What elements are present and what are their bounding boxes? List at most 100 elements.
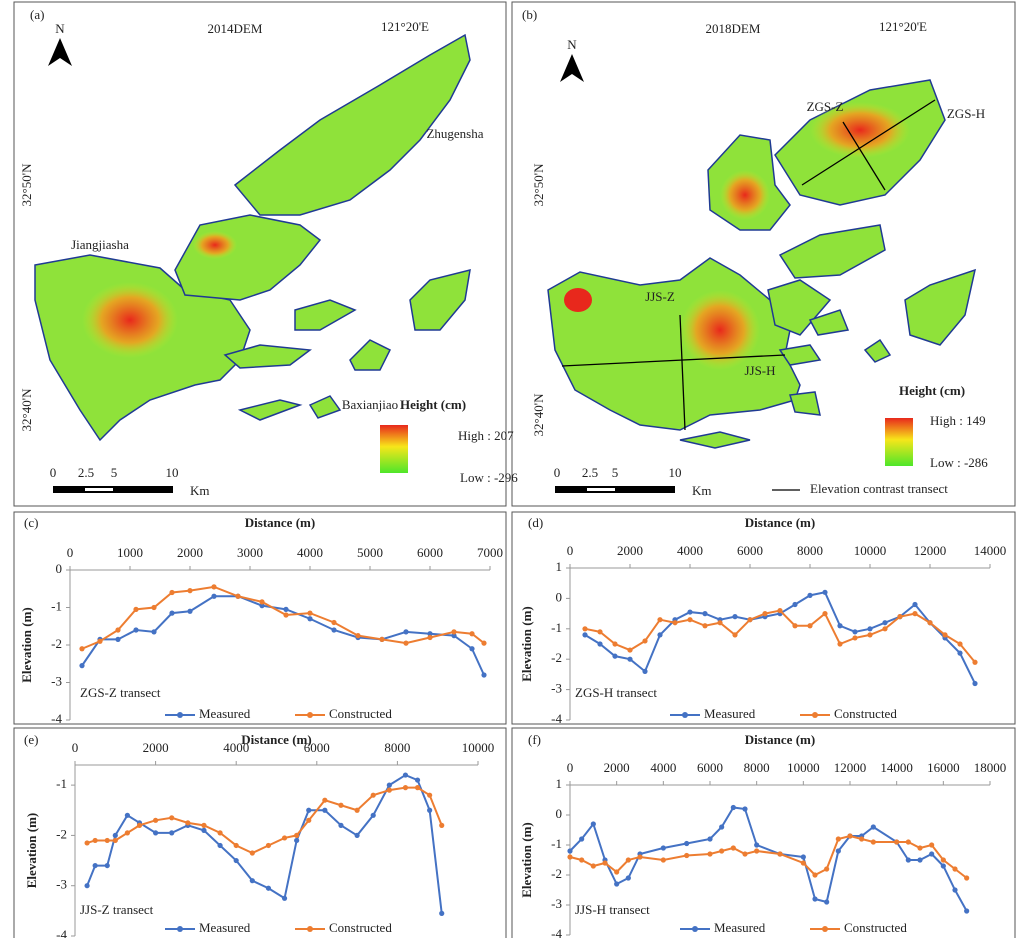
point (259, 599, 264, 604)
point (732, 614, 737, 619)
y-tick-label: 0 (556, 806, 563, 821)
point (153, 818, 158, 823)
point (957, 641, 962, 646)
point (579, 857, 584, 862)
point (812, 896, 817, 901)
point (807, 623, 812, 628)
point (684, 841, 689, 846)
x-tick-label: 10000 (787, 760, 820, 775)
point (871, 839, 876, 844)
point (125, 830, 130, 835)
y-tick-label: 0 (556, 589, 563, 604)
point (732, 632, 737, 637)
x-tick-label: 4000 (297, 545, 323, 560)
scale-unit: Km (190, 483, 210, 498)
point (579, 836, 584, 841)
legend-label: Measured (199, 706, 251, 721)
place-label: Baxianjiao (342, 397, 398, 412)
north-arrow (560, 54, 584, 82)
point (906, 839, 911, 844)
y-tick-label: -2 (551, 866, 562, 881)
x-tick-label: 2000 (604, 760, 630, 775)
point (283, 607, 288, 612)
point (371, 793, 376, 798)
point (105, 838, 110, 843)
scale-label: 10 (166, 465, 179, 480)
scale-unit: Km (692, 483, 712, 498)
point (201, 828, 206, 833)
point (234, 843, 239, 848)
y-tick-label: 1 (556, 776, 563, 791)
series-line (87, 775, 442, 913)
scale-label: 0 (50, 465, 57, 480)
point (627, 657, 632, 662)
y-axis-title: Elevation (m) (519, 822, 534, 897)
x-tick-label: 14000 (880, 760, 913, 775)
point (964, 875, 969, 880)
y-tick-label: -3 (551, 681, 562, 696)
point (702, 611, 707, 616)
y-tick-label: -1 (551, 620, 562, 635)
point (602, 860, 607, 865)
scale-bar (587, 488, 615, 491)
point (283, 612, 288, 617)
point (403, 629, 408, 634)
x-tick-label: 18000 (974, 760, 1007, 775)
series-line (585, 611, 975, 663)
y-tick-label: -4 (56, 927, 67, 938)
point (294, 833, 299, 838)
figure: (a)2014DEM121°20'EN32°50'N32°40'NJiangji… (0, 0, 1019, 938)
point (481, 672, 486, 677)
point (627, 647, 632, 652)
legend-marker (177, 926, 183, 932)
color-ramp (885, 418, 913, 466)
point (657, 617, 662, 622)
point (952, 866, 957, 871)
point (115, 637, 120, 642)
point (331, 620, 336, 625)
point (169, 815, 174, 820)
point (777, 608, 782, 613)
point (481, 641, 486, 646)
y-tick-label: -1 (551, 836, 562, 851)
point (567, 854, 572, 859)
point (371, 813, 376, 818)
point (612, 654, 617, 659)
x-tick-label: 14000 (974, 543, 1007, 558)
point (217, 843, 222, 848)
point (250, 850, 255, 855)
point (582, 626, 587, 631)
point (894, 839, 899, 844)
y-tick-label: -3 (51, 673, 62, 688)
legend-marker (822, 926, 828, 932)
point (133, 627, 138, 632)
x-tick-label: 4000 (677, 543, 703, 558)
point (731, 845, 736, 850)
place-label: ZGS-Z (807, 99, 844, 114)
place-label: Jiangjiasha (71, 237, 129, 252)
x-tick-label: 8000 (744, 760, 770, 775)
point (847, 833, 852, 838)
point (338, 803, 343, 808)
x-tick-label: 8000 (384, 740, 410, 755)
point (322, 808, 327, 813)
point (427, 808, 432, 813)
point (972, 660, 977, 665)
y-tick-label: -2 (551, 650, 562, 665)
point (941, 857, 946, 862)
y-tick-label: -1 (56, 776, 67, 791)
point (266, 886, 271, 891)
point (79, 663, 84, 668)
point (84, 840, 89, 845)
scale-label: 2.5 (78, 465, 94, 480)
point (185, 820, 190, 825)
point (427, 635, 432, 640)
scale-label: 5 (111, 465, 118, 480)
point (702, 623, 707, 628)
point (972, 681, 977, 686)
point (824, 899, 829, 904)
y-tick-label: -2 (56, 826, 67, 841)
x-tick-label: 6000 (737, 543, 763, 558)
panel-label: (d) (528, 515, 543, 530)
point (115, 627, 120, 632)
